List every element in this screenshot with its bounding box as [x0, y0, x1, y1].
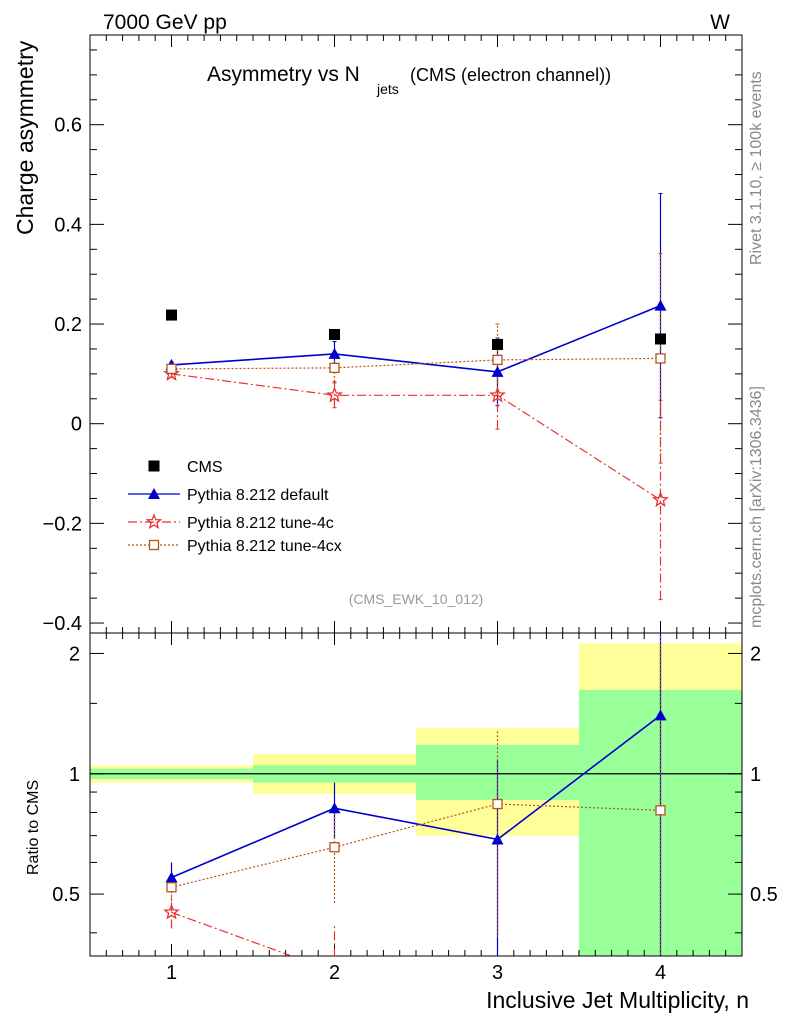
main-title: Asymmetry vs N [207, 63, 360, 86]
legend-label: Pythia 8.212 tune-4c [187, 515, 334, 532]
tune4cx-square-marker [166, 882, 177, 893]
tune4c-star-marker [163, 903, 180, 920]
rivet-version-label: Rivet 3.1.10, ≥ 100k events [748, 71, 765, 265]
cms-data-point [166, 309, 177, 321]
default-triangle-marker [654, 709, 667, 721]
series-line [171, 357, 661, 370]
y-tick-label: 0 [71, 414, 82, 436]
y-tick-label-right: 1 [750, 764, 761, 786]
tune4cx-square-marker [492, 354, 503, 366]
tune4c-star-marker [489, 386, 506, 403]
analysis-id-label: (CMS_EWK_10_012) [349, 591, 484, 607]
default-triangle-marker [491, 365, 504, 377]
legend-label: Pythia 8.212 tune-4cx [187, 538, 342, 555]
y-tick-label: 0.4 [54, 214, 82, 236]
ratio-series-line [171, 714, 661, 879]
tune4cx-square-marker [492, 798, 503, 810]
x-axis-title: Inclusive Jet Multiplicity, n [486, 987, 749, 1013]
tune4cx-square-marker [166, 363, 177, 375]
main-title-tail: (CMS (electron channel)) [410, 65, 611, 85]
ratio-series-line [171, 911, 294, 956]
x-tick-label: 1 [166, 962, 177, 984]
ratio-series [163, 633, 667, 956]
default-triangle-marker [328, 347, 341, 359]
default-triangle-marker [165, 871, 178, 883]
default-triangle-marker [148, 488, 160, 499]
main-y-axis-title: Charge asymmetry [12, 40, 38, 235]
beam-label: 7000 GeV pp [103, 11, 227, 34]
x-tick-label: 3 [492, 962, 503, 984]
main-panel: −0.4 −0.2 0 0.2 0.4 0.6 [43, 34, 743, 635]
tune4cx-square-marker [329, 362, 340, 374]
x-tick-label: 4 [655, 962, 666, 984]
tune4cx-square-marker [329, 842, 340, 853]
cms-data-point [329, 328, 340, 340]
tune4c-star-marker [326, 386, 343, 403]
tune4cx-square-marker [148, 539, 160, 551]
y-tick-label-right: 2 [750, 643, 761, 665]
y-tick-label-right: 0.5 [750, 884, 778, 906]
cms-data-point [148, 460, 160, 472]
legend: CMS Pythia 8.212 default Pythia 8.212 tune… [128, 459, 342, 555]
y-tick-label: 2 [69, 643, 80, 665]
process-label: W [710, 11, 730, 34]
ratio-panel: 1 2 3 4 0.5 0.5 1 1 2 2 [52, 632, 778, 984]
main-title-subscript: jets [376, 81, 399, 97]
tune4c-star-marker [145, 513, 163, 530]
tune4cx-square-marker [655, 805, 666, 816]
y-tick-label: 0.6 [54, 115, 82, 137]
default-triangle-marker [654, 299, 667, 311]
y-tick-label: 0.5 [52, 884, 80, 906]
series-line [171, 304, 661, 373]
x-tick-label: 2 [329, 962, 340, 984]
default-triangle-marker [491, 833, 504, 845]
legend-label: Pythia 8.212 default [187, 487, 329, 504]
main-title-text: Asymmetry vs N [207, 63, 360, 86]
cms-data-point [492, 338, 503, 350]
ratio-series-line [171, 803, 661, 888]
legend-label: CMS [187, 459, 223, 476]
ratio-y-axis-title: Ratio to CMS [25, 780, 42, 875]
cms-data-point [655, 333, 666, 345]
y-tick-label: 1 [69, 764, 80, 786]
tune4cx-square-marker [655, 353, 666, 364]
series-line [171, 373, 661, 501]
default-triangle-marker [328, 802, 341, 814]
tune4c-star-marker [652, 491, 669, 508]
mcplots-label: mcplots.cern.ch [arXiv:1306.3436] [748, 386, 765, 628]
y-tick-label: −0.2 [43, 513, 82, 535]
y-tick-label: 0.2 [54, 314, 82, 336]
y-tick-label: −0.4 [43, 613, 82, 635]
